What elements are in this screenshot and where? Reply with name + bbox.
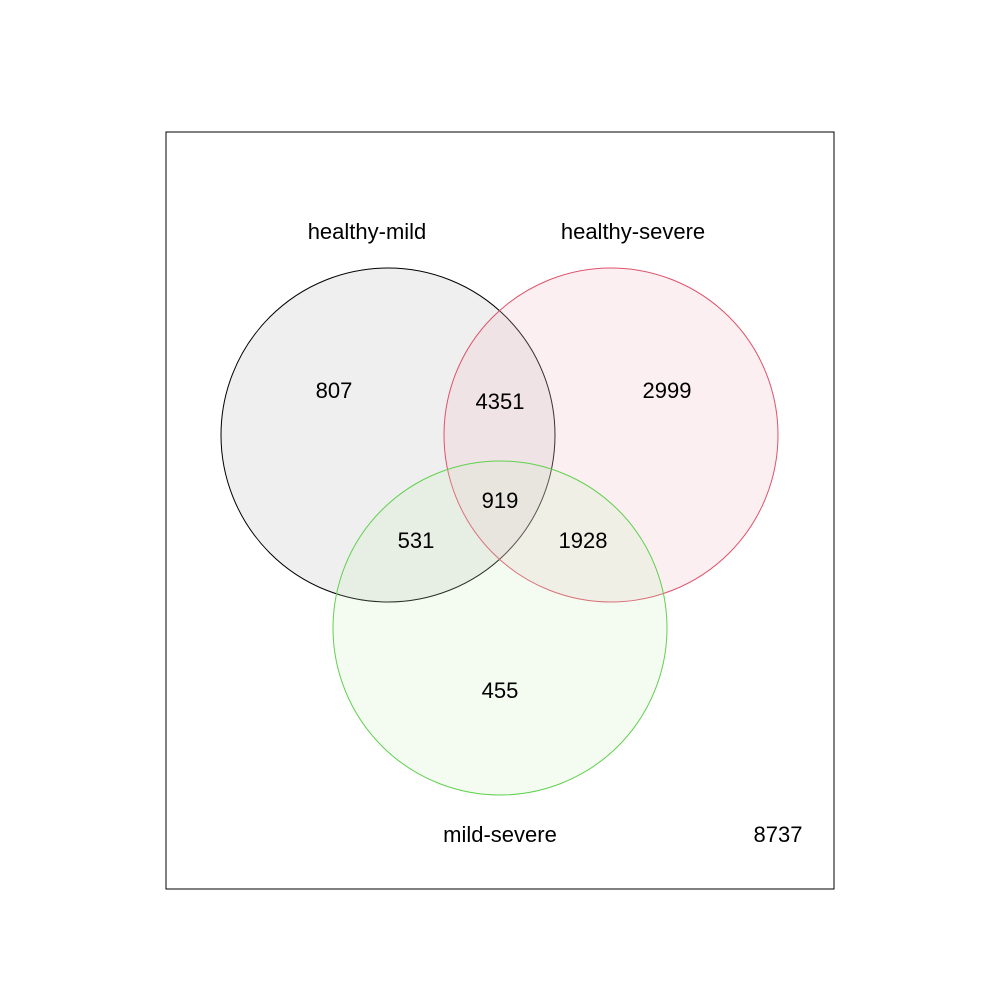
circle-healthy-mild [220,267,556,603]
circle-healthy-severe [443,267,779,603]
count-healthy-mild-and-healthy-severe: 4351 [476,389,525,414]
count-mild-severe-only: 455 [482,678,519,703]
set-label-healthy-severe: healthy-severe [561,219,705,244]
count-all-three: 919 [482,488,519,513]
count-healthy-mild-and-mild-severe: 531 [398,528,435,553]
count-none: 8737 [754,822,803,847]
count-healthy-mild-only: 807 [316,378,353,403]
count-healthy-severe-and-mild-severe: 1928 [559,528,608,553]
plot-frame [165,131,835,890]
set-label-mild-severe: mild-severe [443,822,557,847]
set-label-healthy-mild: healthy-mild [308,219,427,244]
count-healthy-severe-only: 2999 [643,378,692,403]
circle-mild-severe [332,460,668,796]
